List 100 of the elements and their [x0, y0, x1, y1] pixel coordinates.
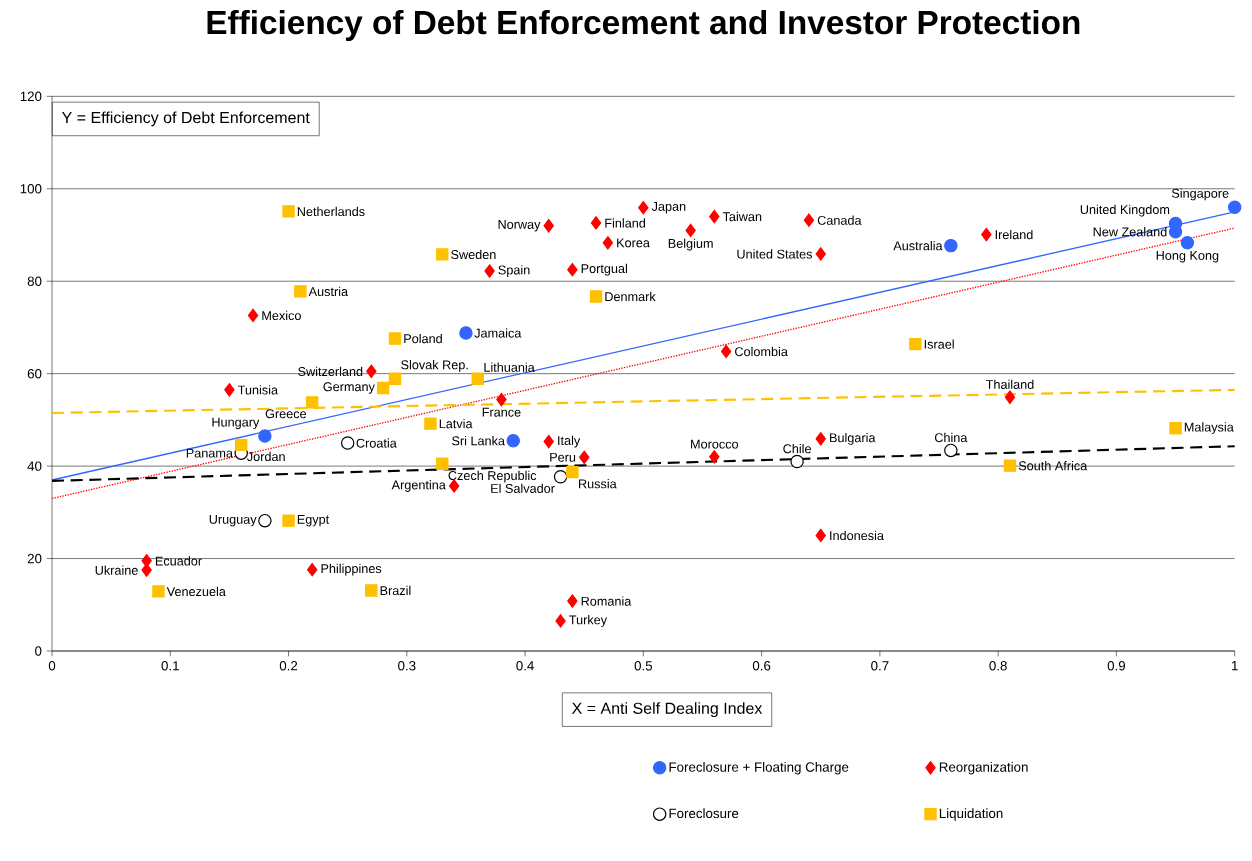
x-tick-label: 0.6	[752, 661, 771, 671]
point	[376, 381, 390, 395]
annotation: Indonesia	[830, 530, 884, 541]
x-tick-label: 0.8	[989, 661, 1007, 671]
annotation: France	[482, 407, 521, 417]
x-tick-label: 0.3	[398, 661, 416, 671]
point	[506, 433, 520, 448]
point	[471, 372, 484, 385]
annotation: Poland	[404, 333, 442, 344]
annotation: Malaysia	[1184, 422, 1234, 435]
annotation: Hong Kong	[1156, 251, 1219, 263]
point	[258, 429, 272, 443]
annotation: Argentina	[391, 480, 446, 492]
y-tick-label: 120	[20, 91, 42, 102]
annotation: Portgual	[581, 263, 627, 276]
annotation: Colombia	[735, 346, 788, 357]
annotation: China	[934, 432, 968, 443]
annotation: Sri Lanka	[452, 436, 505, 446]
point	[602, 236, 614, 250]
point	[282, 205, 295, 218]
annotation: Ukraine	[95, 565, 138, 575]
annotation: Chile	[783, 443, 811, 454]
point	[981, 227, 992, 242]
point	[815, 432, 826, 446]
point	[944, 443, 958, 458]
point	[436, 248, 449, 261]
y-tick-label: 60	[27, 368, 42, 379]
point	[340, 436, 355, 450]
point	[306, 396, 319, 409]
point	[815, 247, 826, 261]
annotation: Philippines	[321, 563, 382, 576]
annotation: Ecuador	[155, 556, 202, 566]
annotation: Thailand	[985, 379, 1034, 389]
annotation: Slovak Rep.	[401, 360, 468, 372]
x-tick-label: 0.9	[1107, 661, 1126, 671]
annotation: Czech Republic	[448, 470, 537, 483]
annotation: Austria	[308, 286, 349, 297]
annotation: Korea	[617, 238, 650, 248]
legend-label: Foreclosure	[669, 808, 739, 819]
point	[709, 450, 720, 464]
annotation: Russia	[579, 479, 617, 489]
annotation: Taiwan	[722, 211, 762, 222]
point	[1004, 390, 1016, 404]
annotation: Australia	[893, 240, 943, 251]
annotation: Brazil	[380, 585, 411, 596]
annotation: Singapore	[1171, 188, 1229, 201]
point	[638, 201, 649, 215]
y-tick-label: 80	[27, 276, 42, 286]
annotation: Hungary	[212, 417, 260, 430]
point	[720, 344, 732, 359]
y-tick-label: 40	[27, 461, 42, 471]
point	[589, 290, 603, 303]
annotation: Venezuela	[166, 586, 226, 597]
annotation: Belgium	[668, 238, 713, 251]
point	[555, 614, 566, 628]
annotation: Romania	[581, 596, 632, 606]
point	[543, 434, 554, 449]
x-tick-label: 0.5	[634, 661, 653, 671]
point	[484, 264, 495, 278]
annotation: Latvia	[439, 418, 473, 429]
annotation: Canada	[817, 215, 862, 225]
point	[424, 417, 437, 430]
annotation: Japan	[651, 202, 686, 214]
point	[790, 454, 804, 469]
point	[388, 332, 402, 345]
point	[1180, 236, 1195, 250]
point	[567, 594, 578, 608]
point	[815, 528, 826, 543]
annotation: United Kingdom	[1080, 204, 1170, 217]
annotation: Greece	[265, 409, 307, 419]
point	[152, 585, 165, 598]
point	[141, 563, 152, 577]
point	[365, 584, 378, 597]
point	[141, 554, 152, 568]
annotation: Ireland	[995, 229, 1033, 240]
annotation: Uruguay	[209, 514, 257, 527]
point	[590, 216, 602, 230]
point	[496, 392, 507, 407]
point	[448, 479, 460, 493]
point	[436, 457, 449, 470]
y-axis-title: Y = Efficiency of Debt Enforcement	[61, 111, 310, 127]
point	[909, 337, 922, 351]
annotation: South Africa	[1018, 461, 1088, 471]
legend-label: Reorganization	[939, 761, 1028, 775]
annotation: Mexico	[262, 310, 301, 321]
annotation: Germany	[323, 382, 375, 394]
annotation: Bulgaria	[830, 432, 876, 445]
annotation: Israel	[924, 339, 954, 349]
annotation: Peru	[550, 452, 576, 462]
annotation: Lithuania	[484, 362, 535, 372]
annotation: Switzerland	[298, 366, 363, 377]
annotation: Spain	[498, 265, 530, 277]
point	[685, 223, 696, 238]
point	[709, 209, 720, 224]
point	[566, 465, 579, 479]
x-tick-label: 0.2	[279, 661, 298, 671]
x-tick-label: 0.7	[871, 661, 889, 671]
legend-label: Liquidation	[939, 808, 1003, 821]
annotation: Tunisia	[237, 385, 279, 395]
point	[543, 219, 554, 233]
